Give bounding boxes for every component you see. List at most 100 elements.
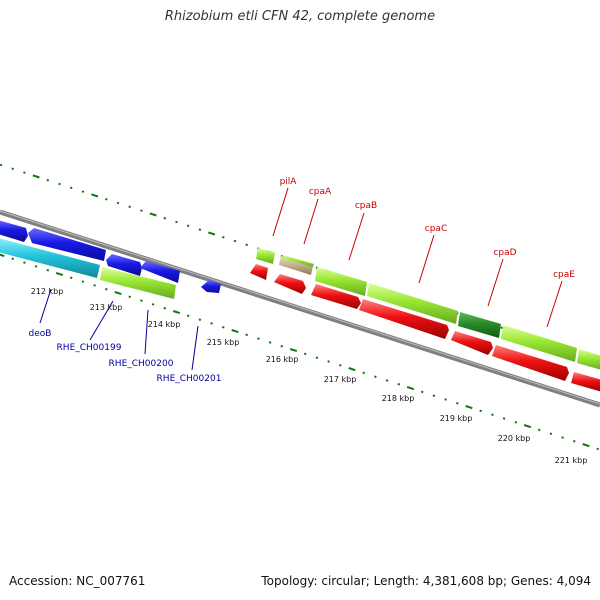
outer-minor-tick	[163, 216, 167, 220]
inner-minor-tick	[444, 398, 447, 401]
gene-features[interactable]	[0, 220, 600, 392]
inner-minor-tick	[81, 280, 85, 283]
inner-minor-tick	[210, 322, 213, 325]
rhe200-callout-line	[144, 309, 149, 355]
inner-minor-tick	[549, 432, 553, 435]
ruler-label-218: 218 kbp	[382, 394, 415, 403]
outer-minor-tick	[233, 239, 237, 243]
cpaB-label: cpaB	[355, 201, 377, 211]
rhe200-label: RHE_CH00200	[109, 359, 174, 369]
ruler-label-214: 214 kbp	[148, 320, 181, 329]
inner-minor-tick	[327, 360, 330, 363]
inner-minor-tick	[491, 413, 494, 416]
accession-text: Accession: NC_007761	[9, 574, 146, 588]
inner-minor-tick	[315, 356, 319, 359]
inner-minor-tick	[34, 265, 38, 268]
inner-minor-tick	[514, 421, 518, 424]
outer-minor-tick	[46, 178, 50, 182]
pilA-callout-line	[272, 187, 289, 237]
gene-dark-cpaD[interactable]	[458, 312, 501, 338]
inner-major-tick	[55, 271, 64, 277]
inner-major-tick	[406, 386, 415, 391]
outer-minor-tick	[175, 220, 178, 224]
inner-minor-tick	[23, 261, 26, 264]
backbone-highlight	[0, 210, 600, 405]
gene-red-cpaC-rev[interactable]	[359, 299, 449, 339]
inner-minor-tick	[128, 295, 131, 299]
inner-minor-tick	[186, 314, 190, 318]
gene-blue-3[interactable]	[140, 261, 180, 283]
rhe201-label: RHE_CH00201	[157, 374, 222, 384]
inner-minor-tick	[268, 341, 272, 344]
inner-major-tick	[582, 443, 590, 448]
inner-major-tick	[231, 329, 239, 334]
outer-minor-tick	[116, 201, 120, 205]
inner-minor-tick	[420, 390, 424, 394]
gene-red-cpaE-rev[interactable]	[492, 345, 569, 381]
gene-lime-pilA[interactable]	[256, 248, 275, 264]
gene-red-cpaD-rev[interactable]	[451, 331, 493, 355]
deoB-callout-line	[39, 288, 52, 324]
ruler-label-212: 212 kbp	[31, 287, 64, 296]
inner-minor-tick	[280, 345, 284, 348]
gene-red-right-edge[interactable]	[571, 372, 600, 392]
gene-lime-rhe199[interactable]	[100, 267, 176, 299]
outer-major-tick	[32, 174, 40, 179]
inner-minor-tick	[362, 371, 365, 375]
ruler-label-213: 213 kbp	[90, 303, 123, 312]
gene-red-cpaA-rev[interactable]	[274, 274, 306, 294]
cpaD-callout-line	[487, 258, 504, 307]
gene-red-cpaB-rev[interactable]	[311, 284, 361, 309]
gene-cyan-deoB[interactable]	[0, 238, 100, 278]
gene-red-pilA-rev[interactable]	[250, 264, 268, 280]
inner-minor-tick	[596, 447, 599, 451]
gene-left-edge[interactable]	[0, 220, 28, 242]
cpaE-label: cpaE	[553, 270, 575, 280]
gene-blue-rhe201[interactable]	[201, 280, 221, 293]
inner-minor-tick	[46, 268, 50, 272]
ruler-label-216: 216 kbp	[266, 355, 299, 364]
gene-lime-right-edge[interactable]	[577, 349, 600, 370]
cpaA-callout-line	[303, 198, 319, 245]
outer-minor-tick	[128, 205, 131, 209]
outer-minor-tick	[23, 171, 26, 174]
inner-major-tick	[172, 310, 181, 315]
rhe199-callout-line	[89, 300, 114, 341]
inner-minor-tick	[69, 276, 73, 280]
gene-lime-cpaC[interactable]	[367, 283, 458, 324]
outer-minor-tick	[245, 243, 249, 247]
gene-lime-cpaB[interactable]	[315, 267, 367, 296]
inner-major-tick	[114, 290, 122, 296]
ruler-label-219: 219 kbp	[440, 414, 473, 423]
rhe199-label: RHE_CH00199	[57, 343, 122, 353]
ruler-label-217: 217 kbp	[324, 375, 357, 384]
gene-lime-cpaE[interactable]	[501, 325, 577, 362]
pilA-label: pilA	[280, 177, 298, 187]
forward-gene-callouts: pilA cpaA cpaB cpaC cpaD cpaE	[272, 177, 575, 328]
outer-minor-tick	[105, 197, 108, 201]
inner-minor-tick	[257, 337, 260, 340]
gene-blue-2[interactable]	[106, 254, 142, 276]
inner-major-tick	[523, 424, 532, 429]
inner-minor-tick	[385, 379, 389, 382]
inner-minor-tick	[561, 436, 564, 439]
outer-minor-tick	[140, 209, 143, 212]
inner-minor-tick	[140, 299, 143, 302]
gene-lime-upper-cpaA[interactable]	[282, 255, 314, 267]
inner-minor-tick	[221, 325, 225, 329]
outer-minor-tick	[186, 224, 190, 228]
genome-stats-text: Topology: circular; Length: 4,381,608 bp…	[261, 574, 591, 588]
outer-minor-tick	[58, 182, 61, 186]
backbone	[0, 209, 600, 408]
inner-minor-tick	[502, 417, 506, 420]
inner-minor-tick	[11, 257, 14, 261]
position-labels: 212 kbp 213 kbp 214 kbp 215 kbp 216 kbp …	[31, 287, 588, 465]
inner-minor-tick	[245, 333, 249, 337]
gene-tan-cpaA[interactable]	[279, 256, 313, 275]
outer-major-tick	[207, 231, 216, 236]
inner-minor-tick	[303, 352, 307, 356]
cpaC-callout-line	[418, 234, 435, 284]
gene-blue-1[interactable]	[28, 228, 106, 261]
inner-major-tick	[289, 348, 298, 353]
